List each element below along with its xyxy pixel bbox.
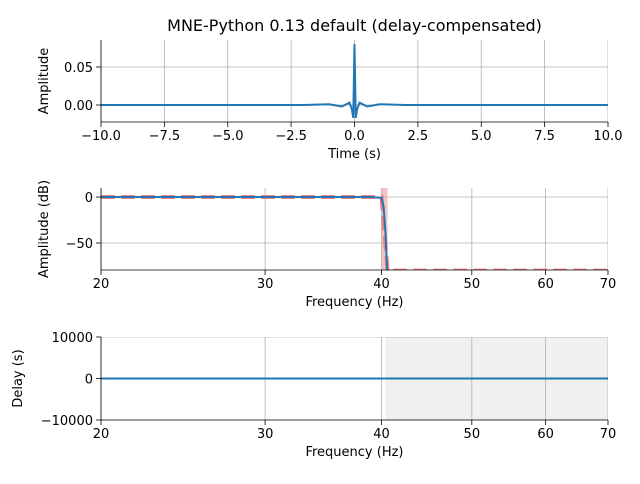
x-axis-label: Time (s) [327,147,381,162]
x-tick-label: 5.0 [471,129,492,144]
y-axis-label: Delay (s) [11,349,26,407]
axes [101,40,608,122]
y-axis-label: Amplitude (dB) [37,180,52,278]
y-tick-label: 0.00 [64,99,93,114]
y-tick-label: −10000 [41,414,93,429]
x-tick-label: 40 [373,277,390,292]
x-tick-label: 30 [257,277,274,292]
x-tick-label: 50 [464,427,481,442]
x-tick-label: 0.0 [344,129,365,144]
x-tick-label: 7.5 [534,129,555,144]
y-tick-label: 0.05 [64,61,93,76]
axes [101,188,608,270]
x-axis-label: Frequency (Hz) [305,295,403,310]
x-tick-label: 70 [600,277,617,292]
y-tick-label: 10000 [52,331,93,346]
x-tick-label: 70 [600,427,617,442]
chart-title: MNE-Python 0.13 default (delay-compensat… [167,16,542,35]
x-tick-label: −2.5 [275,129,307,144]
x-tick-label: 60 [537,427,554,442]
series-line [101,44,608,119]
x-tick-label: 40 [373,427,390,442]
x-tick-label: 20 [93,277,110,292]
y-tick-label: 0 [85,191,93,206]
x-axis-label: Frequency (Hz) [305,445,403,460]
x-tick-label: 20 [93,427,110,442]
y-axis-label: Amplitude [37,48,52,115]
x-tick-label: −7.5 [149,129,181,144]
x-tick-label: 10.0 [594,129,623,144]
y-tick-label: −50 [66,237,93,252]
x-tick-label: 30 [257,427,274,442]
x-tick-label: −5.0 [212,129,244,144]
x-tick-label: −10.0 [81,129,121,144]
y-tick-label: 0 [85,373,93,388]
series-line [101,196,389,270]
axes [101,337,608,420]
x-tick-label: 60 [537,277,554,292]
x-tick-label: 2.5 [408,129,429,144]
x-tick-label: 50 [464,277,481,292]
